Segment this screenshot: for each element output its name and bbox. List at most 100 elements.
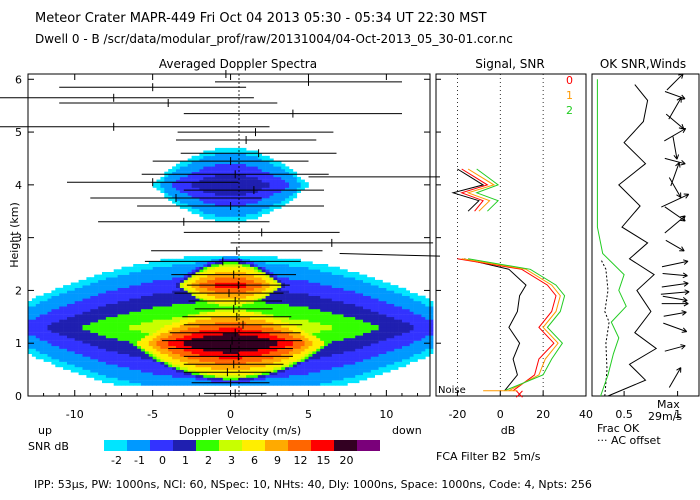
snr-cell xyxy=(222,359,227,362)
snr-cell xyxy=(172,340,177,344)
snr-cell xyxy=(179,287,185,291)
snr-cell xyxy=(78,290,83,294)
snr-cell xyxy=(70,324,75,328)
snr-cell xyxy=(312,335,317,339)
snr-cell xyxy=(250,174,255,178)
snr-cell xyxy=(253,184,259,188)
snr-cell xyxy=(168,345,173,349)
snr-cell xyxy=(144,327,150,331)
snr-cell xyxy=(386,361,391,365)
snr-cell xyxy=(63,322,68,325)
snr-cell xyxy=(179,179,185,183)
snr-cell xyxy=(277,359,282,362)
snr-cell xyxy=(253,213,259,217)
snr-cell xyxy=(289,372,294,376)
snr-cell xyxy=(312,308,317,312)
snr-cell xyxy=(417,351,422,354)
snr-cell xyxy=(273,266,278,270)
snr-cell xyxy=(218,290,224,294)
snr-cell xyxy=(327,285,333,288)
snr-cell xyxy=(148,266,153,270)
snr-cell xyxy=(164,301,169,304)
snr-cell xyxy=(312,282,317,286)
snr-cell xyxy=(144,351,150,354)
snr-cell xyxy=(250,166,255,170)
snr-cell xyxy=(238,380,243,384)
snr-cell xyxy=(74,287,79,291)
snr-cell xyxy=(429,327,434,331)
snr-cell xyxy=(281,295,286,299)
snr-cell xyxy=(90,316,95,320)
snr-cell xyxy=(320,367,325,370)
snr-cell xyxy=(211,308,216,312)
snr-cell xyxy=(176,182,181,186)
snr-cell xyxy=(183,353,188,357)
snr-cell xyxy=(296,345,301,349)
snr-cell xyxy=(390,351,395,354)
snr-cell xyxy=(269,345,274,349)
snr-cell xyxy=(316,279,321,283)
snr-cell xyxy=(172,306,177,310)
snr-cell xyxy=(269,166,274,170)
snr-cell xyxy=(238,308,243,312)
snr-cell xyxy=(234,261,239,265)
snr-cell xyxy=(137,274,142,278)
snr-cell xyxy=(277,282,282,286)
snr-cell xyxy=(51,353,56,357)
snr-cell xyxy=(304,319,309,323)
snr-cell xyxy=(386,340,391,344)
snr-cell xyxy=(144,314,150,318)
snr-cell xyxy=(273,301,278,304)
snr-cell xyxy=(230,367,235,370)
snr-cell xyxy=(226,364,231,368)
snr-cell xyxy=(324,293,329,296)
snr-cell xyxy=(331,340,336,344)
snr-cell xyxy=(405,327,410,331)
snr-cell xyxy=(67,308,72,312)
snr-cell xyxy=(296,277,301,281)
snr-cell xyxy=(273,166,278,170)
snr-cell xyxy=(105,324,111,328)
snr-cell xyxy=(363,377,368,381)
snr-cell xyxy=(31,322,37,325)
snr-cell xyxy=(324,306,329,310)
snr-cell xyxy=(234,198,239,201)
snr-cell xyxy=(296,319,301,323)
snr-cell xyxy=(398,327,403,331)
snr-cell xyxy=(187,203,192,207)
snr-cell xyxy=(148,330,153,333)
snr-cell xyxy=(160,316,165,320)
snr-cell xyxy=(265,182,270,186)
snr-cell xyxy=(203,195,208,199)
snr-cell xyxy=(105,332,111,336)
snr-cell xyxy=(398,308,403,312)
snr-cell xyxy=(289,369,294,373)
snr-cell xyxy=(265,308,270,312)
snr-cell xyxy=(164,335,169,339)
snr-cell xyxy=(355,295,360,299)
snr-cell xyxy=(207,343,212,347)
snr-cell xyxy=(257,171,262,175)
snr-cell xyxy=(133,301,138,304)
snr-cell xyxy=(421,311,426,315)
snr-cell xyxy=(35,301,40,304)
snr-cell xyxy=(308,345,313,349)
snr-cell xyxy=(370,353,375,357)
snr-cell xyxy=(265,163,270,167)
snr-cell xyxy=(253,324,259,328)
snr-cell xyxy=(59,298,64,302)
snr-cell xyxy=(230,174,235,178)
snr-cell xyxy=(90,353,95,357)
snr-cell xyxy=(172,293,177,296)
snr-cell xyxy=(98,314,103,318)
snr-cell xyxy=(257,377,262,381)
snr-cell xyxy=(183,179,188,183)
snr-cell xyxy=(281,179,286,183)
snr-cell xyxy=(199,303,204,307)
snr-cell xyxy=(117,282,122,286)
snr-cell xyxy=(176,316,181,320)
snr-cell xyxy=(125,311,130,315)
snr-cell xyxy=(164,176,169,180)
snr-cell xyxy=(191,316,196,320)
snr-cell xyxy=(402,298,407,302)
